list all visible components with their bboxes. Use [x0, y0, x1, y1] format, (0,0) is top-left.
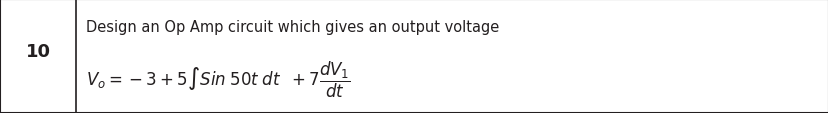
Text: Design an Op Amp circuit which gives an output voltage: Design an Op Amp circuit which gives an …: [86, 20, 498, 35]
Text: 10: 10: [26, 43, 51, 61]
Text: $V_o = -3 + 5\int Sin\;50t\;dt\;\; + 7\dfrac{dV_1}{dt}$: $V_o = -3 + 5\int Sin\;50t\;dt\;\; + 7\d…: [86, 59, 351, 99]
